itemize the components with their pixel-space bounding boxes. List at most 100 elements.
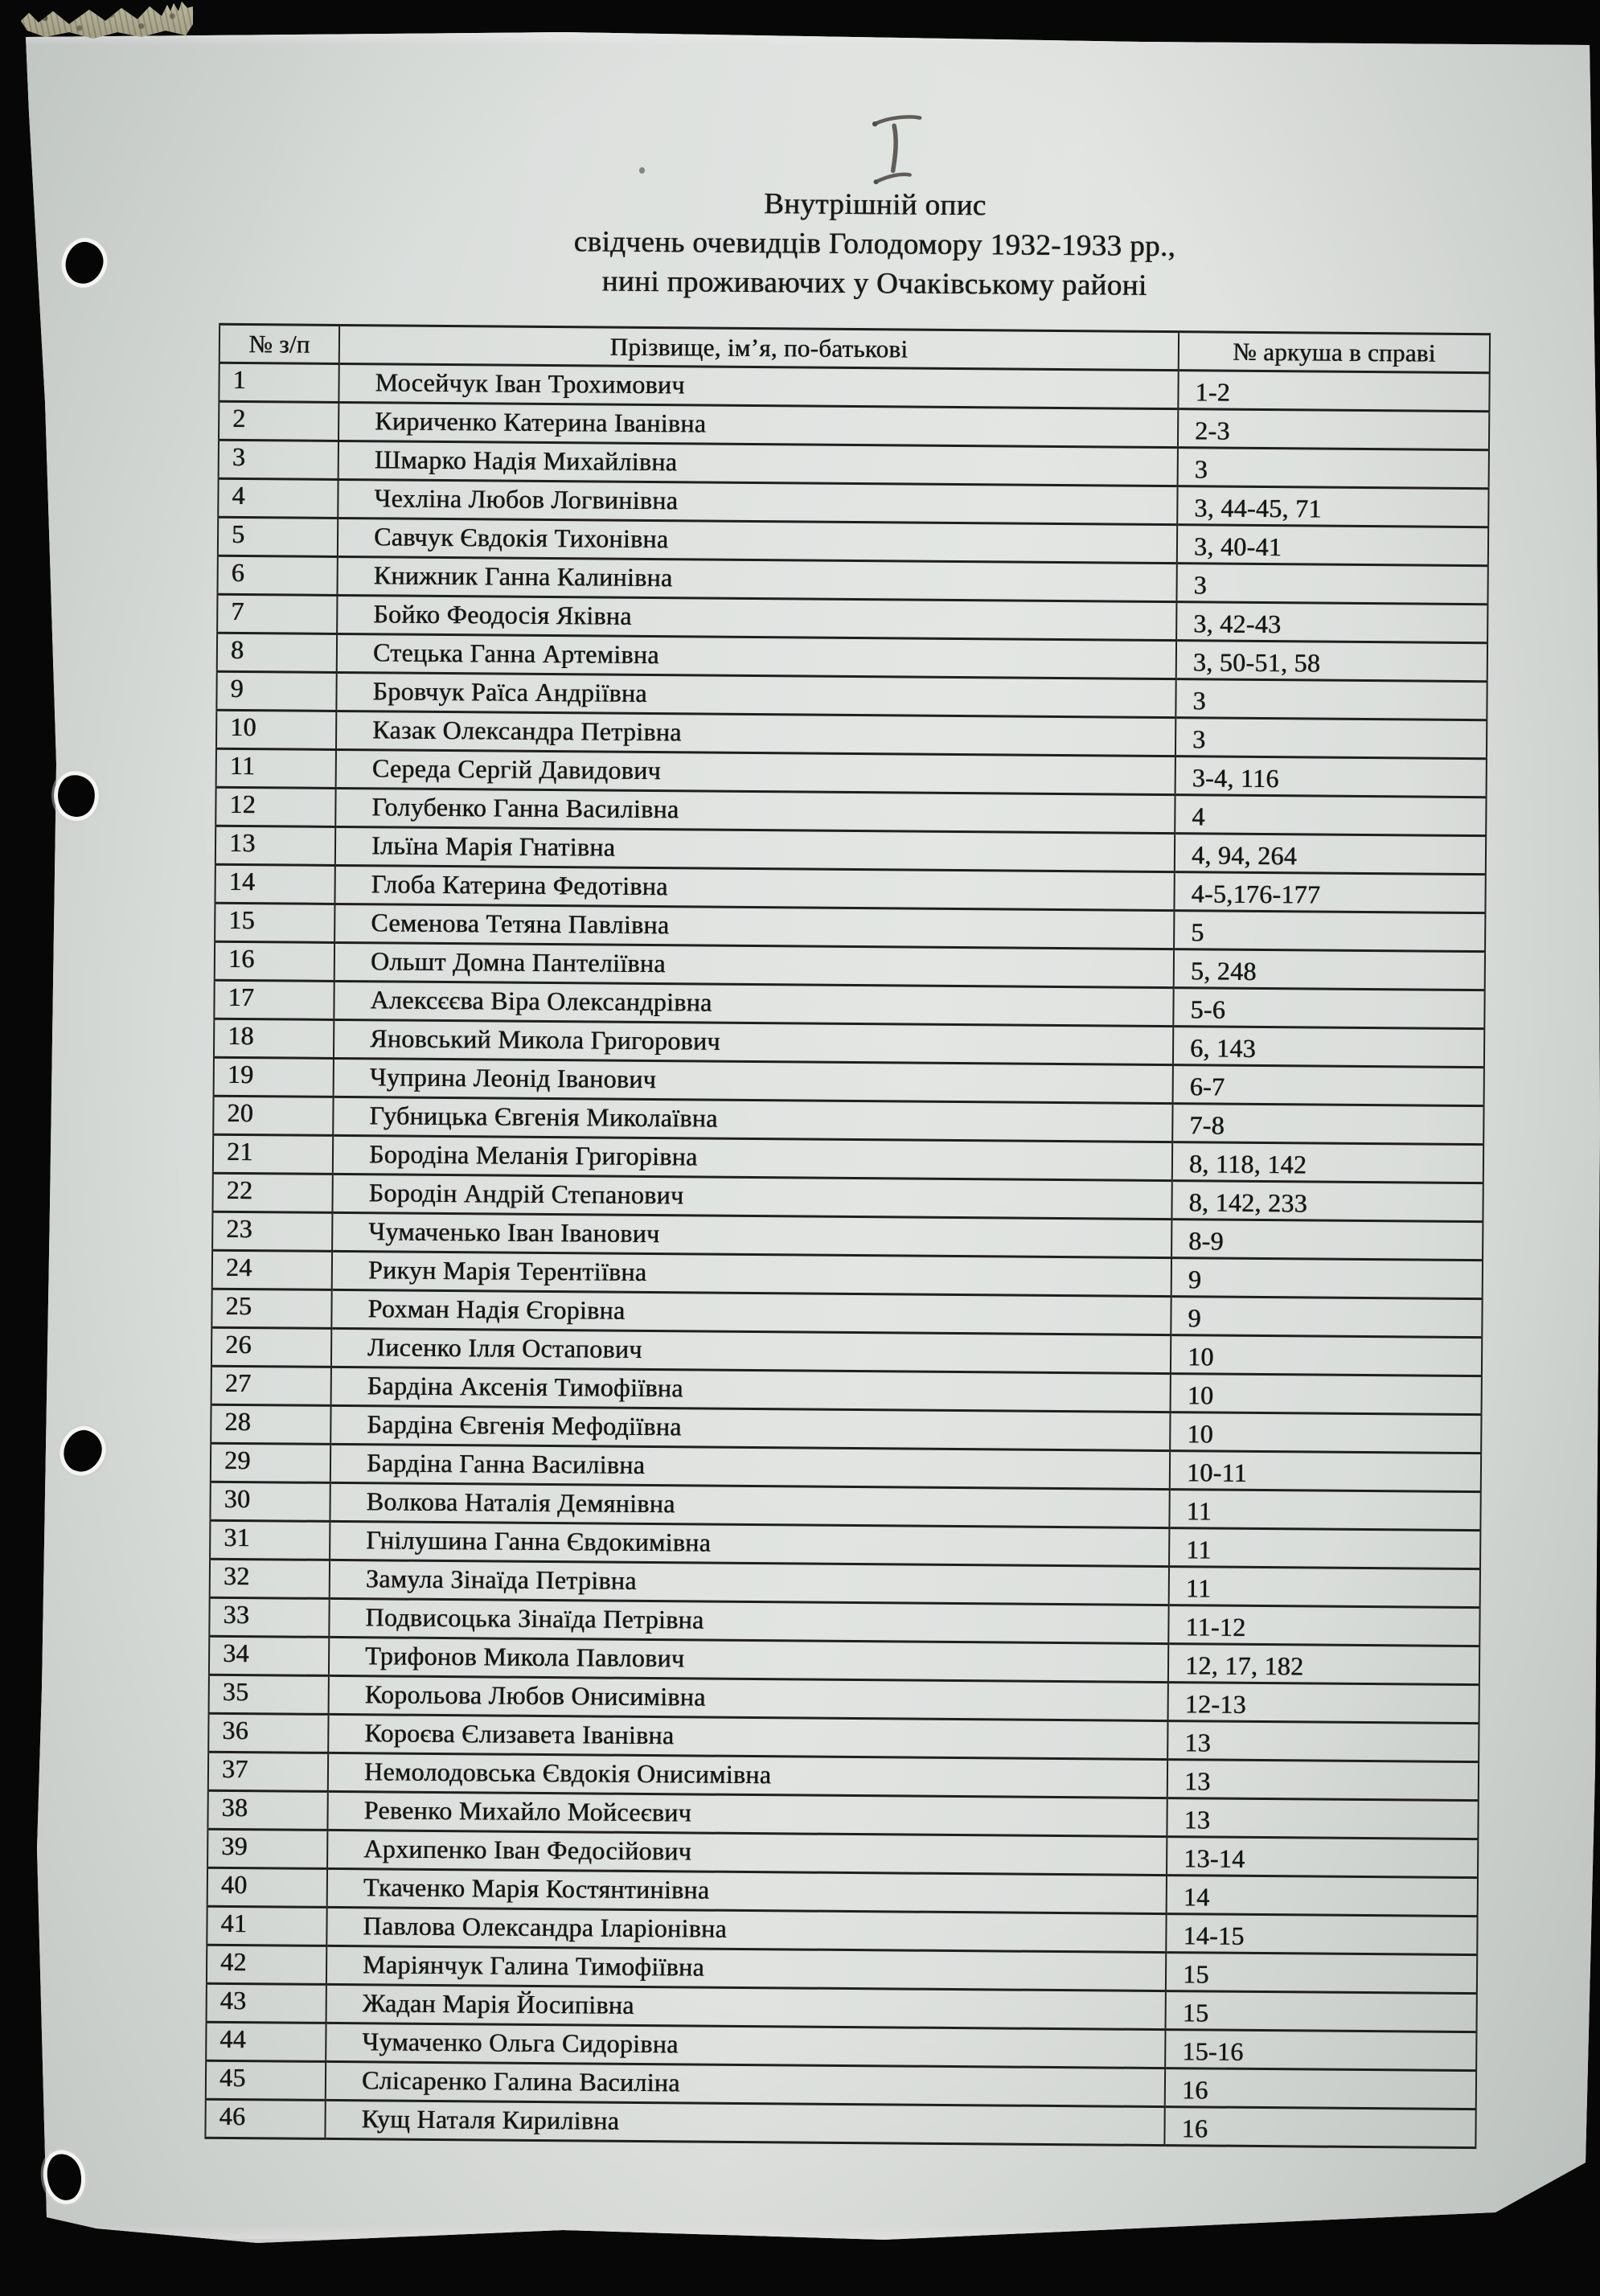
row-number-cell: 38 [207,1790,328,1831]
row-number-cell: 43 [206,1983,326,2023]
witness-name-cell: Волкова Наталія Демянівна [330,1482,1170,1528]
witness-name-cell: Рохман Надія Єгорівна [331,1289,1171,1335]
witness-name-cell: Середа Сергій Давидович [335,749,1175,795]
sheet-numbers-cell: 9 [1171,1296,1483,1338]
row-number-cell: 32 [209,1559,330,1599]
witness-name-cell: Корольова Любов Онисимівна [328,1675,1168,1721]
scan-speck [639,167,645,174]
row-number-cell: 37 [207,1752,329,1792]
row-number-cell: 22 [212,1173,333,1213]
row-number-cell: 18 [213,1019,334,1059]
sheet-numbers-cell: 11 [1169,1489,1481,1531]
row-number-cell: 42 [206,1945,327,1985]
sheet-numbers-cell: 4-5,176-177 [1174,871,1486,913]
sheet-numbers-cell: 11-12 [1168,1605,1480,1646]
row-number-cell: 28 [211,1404,331,1445]
witness-name-cell: Ткаченко Марія Костянтинівна [326,1868,1167,1914]
row-number-cell: 24 [211,1250,333,1290]
sheet-numbers-cell: 1-2 [1178,370,1490,412]
row-number-cell: 17 [214,980,334,1020]
row-number-cell: 6 [217,556,338,596]
row-number-cell: 8 [216,633,338,673]
witness-name-cell: Казак Олександра Петрівна [335,711,1176,756]
row-number-cell: 5 [217,517,338,557]
sheet-numbers-cell: 3, 40-41 [1176,524,1489,566]
handwritten-numeral-I [868,106,931,191]
sheet-numbers-cell: 14 [1166,1875,1479,1917]
witness-name-cell: Чуприна Леонід Іванович [333,1058,1173,1104]
row-number-cell: 9 [216,671,337,711]
witness-name-cell: Шмарко Надія Михайлівна [338,441,1178,486]
row-number-cell: 11 [215,748,336,789]
sheet-numbers-cell: 13 [1167,1720,1479,1762]
row-number-cell: 40 [207,1868,328,1908]
witness-name-cell: Бардіна Ганна Василівна [330,1444,1171,1490]
witness-name-cell: Яновський Микола Григорович [333,1019,1174,1065]
sheet-numbers-cell: 16 [1164,2106,1476,2148]
sheet-numbers-cell: 15 [1165,1991,1477,2032]
row-number-cell: 29 [210,1443,331,1483]
row-number-cell: 26 [211,1327,332,1367]
row-number-cell: 21 [212,1134,334,1175]
witness-name-cell: Книжник Ганна Калинівна [337,556,1177,602]
row-number-cell: 4 [218,478,338,519]
witness-name-cell: Маріянчук Галина Тимофіївна [326,1945,1167,1991]
witness-name-cell: Алексєєва Віра Олександрівна [334,981,1174,1027]
sheet-numbers-cell: 8, 142, 233 [1171,1180,1483,1222]
sheet-numbers-cell: 8, 118, 142 [1171,1142,1484,1183]
sheet-numbers-cell: 5 [1174,910,1486,952]
witness-name-cell: Ольшт Домна Пантеліївна [334,942,1175,988]
sheet-numbers-cell: 5, 248 [1173,949,1486,990]
sheet-numbers-cell: 3 [1176,563,1488,605]
sheet-numbers-cell: 10 [1170,1335,1483,1376]
sheet-numbers-cell: 4, 94, 264 [1174,833,1487,875]
witness-name-cell: Бардіна Євгенія Мефодіївна [330,1405,1171,1451]
witness-name-cell: Чехліна Любов Логвинівна [338,479,1178,525]
sheet-numbers-cell: 3 [1177,447,1489,489]
sheet-numbers-cell: 9 [1171,1257,1483,1299]
row-number-cell: 30 [210,1482,330,1522]
row-number-cell: 34 [208,1636,330,1676]
header-witness-name: Прізвище, ім’я, по-батькові [338,325,1179,371]
witness-name-cell: Савчук Євдокія Тихонівна [337,518,1178,564]
sheet-numbers-cell: 10 [1170,1373,1482,1415]
document-title: Внутрішній опис свідчень очевидців Голод… [148,179,1600,309]
witness-name-cell: Рикун Марія Терентіївна [331,1251,1172,1297]
witness-name-cell: Чумаченко Ольга Сидорівна [326,2023,1166,2068]
witness-name-cell: Павлова Олександра Іларіонівна [326,1907,1167,1953]
sheet-numbers-cell: 16 [1164,2068,1477,2109]
witness-name-cell: Жадан Марія Йосипівна [326,1984,1166,2030]
row-number-cell: 31 [210,1520,330,1560]
sheet-numbers-cell: 3, 44-45, 71 [1177,486,1489,527]
witness-name-cell: Архипенко Іван Федосійович [327,1830,1167,1876]
witness-name-cell: Кущ Наталя Кирилівна [325,2100,1165,2146]
row-number-cell: 39 [207,1829,328,1869]
row-number-cell: 25 [211,1289,332,1329]
sheet-numbers-cell: 14-15 [1166,1913,1478,1955]
witness-name-cell: Короєва Єлизавета Іванівна [328,1714,1168,1760]
sheet-numbers-cell: 4 [1175,794,1487,836]
witness-name-cell: Замула Зінаїда Петрівна [329,1560,1170,1605]
sheet-numbers-cell: 3-4, 116 [1175,756,1487,797]
sheet-numbers-cell: 15-16 [1165,2029,1477,2071]
witness-name-cell: Глоба Катерина Федотівна [334,865,1175,911]
witness-name-cell: Голубенко Ганна Василівна [335,788,1175,834]
header-sheet-numbers: № аркуша в справі [1178,331,1491,373]
row-number-cell: 13 [215,826,336,866]
sheet-numbers-cell: 3, 42-43 [1176,601,1488,643]
sheet-numbers-cell: 10 [1170,1412,1482,1453]
witness-name-cell: Немолодовська Євдокія Онисимівна [327,1753,1168,1798]
sheet-numbers-cell: 13 [1167,1759,1479,1801]
row-number-cell: 10 [215,710,337,750]
witness-name-cell: Кириченко Катерина Іванівна [338,402,1179,448]
row-number-cell: 1 [219,363,339,403]
witness-name-cell: Чумаченько Іван Іванович [332,1212,1172,1258]
witness-name-cell: Лисенко Ілля Остапович [330,1328,1171,1374]
row-number-cell: 23 [212,1212,333,1252]
witness-name-cell: Семенова Тетяна Павлівна [334,904,1175,949]
witness-name-cell: Мосейчук Іван Трохимович [338,363,1179,409]
row-number-cell: 44 [206,2022,326,2062]
row-number-cell: 35 [208,1675,329,1715]
